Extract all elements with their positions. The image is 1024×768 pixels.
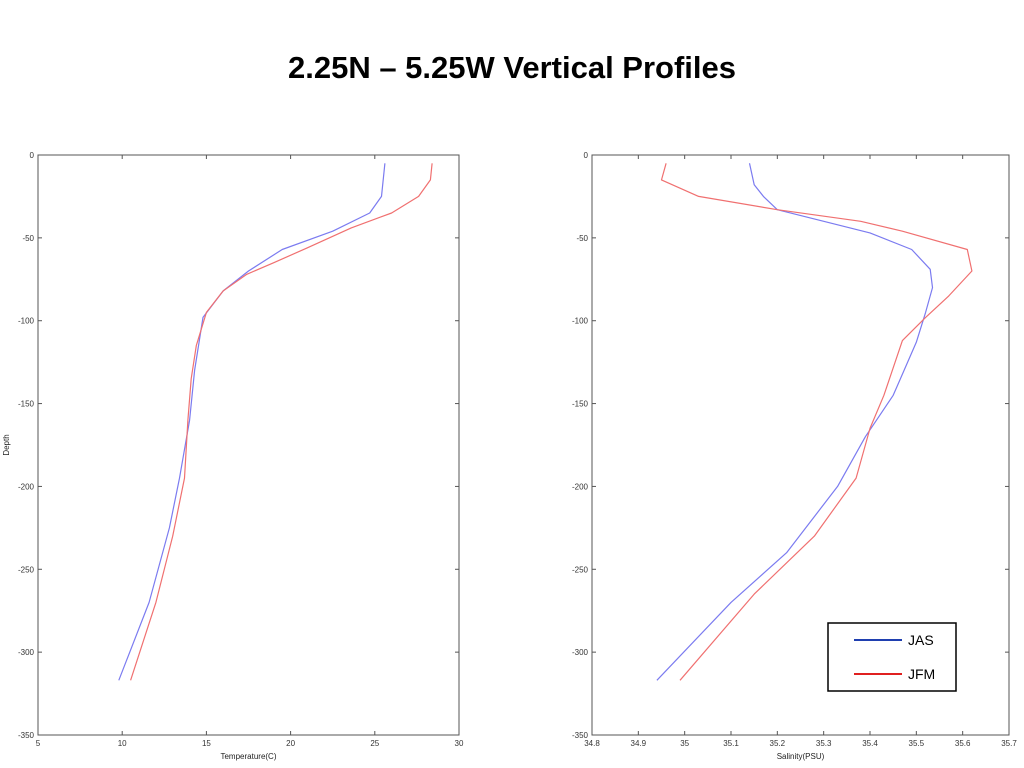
x-tick-label: 34.9 [631, 739, 647, 748]
y-tick-label: -350 [572, 731, 589, 740]
x-tick-label: 35.1 [723, 739, 739, 748]
y-tick-label: 0 [30, 151, 35, 160]
x-tick-label: 35.5 [909, 739, 925, 748]
y-tick-label: -250 [18, 565, 35, 574]
y-tick-label: 0 [584, 151, 589, 160]
legend-label: JFM [908, 666, 935, 682]
x-tick-label: 35.3 [816, 739, 832, 748]
x-tick-label: 35.7 [1001, 739, 1017, 748]
plot-frame [37, 154, 460, 736]
x-tick-label: 20 [286, 739, 295, 748]
x-tick-label: 35 [680, 739, 689, 748]
x-tick-label: 25 [370, 739, 379, 748]
y-tick-label: -100 [572, 317, 589, 326]
y-tick-label: -50 [576, 234, 588, 243]
y-tick-label: -200 [18, 482, 35, 491]
slide-title: 2.25N – 5.25W Vertical Profiles [287, 50, 737, 85]
chart-legend: JAS JFM [827, 622, 957, 692]
y-tick-label: -350 [18, 731, 35, 740]
salinity-depth-chart: 34.8 34.9 35 35.1 35.2 35.3 35.4 35.5 35.6 35.7 0 -… [572, 151, 1017, 761]
x-tick-label: 35.2 [770, 739, 786, 748]
x-tick-label: 35.4 [862, 739, 878, 748]
temperature-depth-chart: 5 10 15 20 25 30 0 -50 -100 -150 -200 -250 -300 -350 T… [2, 151, 464, 761]
y-tick-label: -50 [22, 234, 34, 243]
series-line-1 [656, 163, 934, 681]
x-axis-label: Salinity(PSU) [777, 752, 825, 761]
series-line-2 [660, 163, 973, 681]
x-tick-label: 34.8 [584, 739, 600, 748]
y-tick-label: -100 [18, 317, 35, 326]
legend-box [827, 622, 957, 692]
y-tick-label: -150 [18, 400, 35, 409]
x-tick-label: 35.6 [955, 739, 971, 748]
x-axis-label: Temperature(C) [220, 752, 276, 761]
series-line-2 [130, 163, 433, 681]
y-tick-label: -250 [572, 565, 589, 574]
y-tick-label: -150 [572, 400, 589, 409]
y-tick-label: -300 [572, 648, 589, 657]
legend-label: JAS [908, 632, 934, 648]
x-tick-label: 30 [455, 739, 464, 748]
y-axis-label: Depth [2, 434, 11, 455]
y-tick-label: -300 [18, 648, 35, 657]
x-tick-label: 10 [118, 739, 127, 748]
y-tick-label: -200 [572, 482, 589, 491]
x-tick-label: 5 [36, 739, 41, 748]
x-tick-label: 15 [202, 739, 211, 748]
